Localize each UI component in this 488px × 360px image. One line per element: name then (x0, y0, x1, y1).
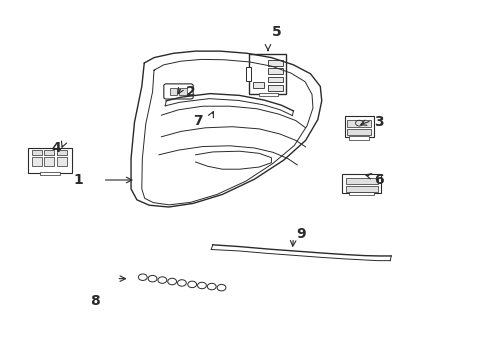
Bar (346, 129, 370, 135)
Text: 7: 7 (193, 114, 203, 127)
Text: 1: 1 (73, 173, 83, 187)
Text: 2: 2 (185, 85, 195, 99)
Bar (32, 157, 41, 166)
Bar (245, 67, 250, 81)
Bar (259, 93, 277, 96)
Text: 5: 5 (271, 26, 281, 39)
Bar (252, 82, 263, 88)
Text: 6: 6 (373, 173, 383, 187)
Text: 8: 8 (90, 294, 100, 307)
Bar (57, 150, 67, 155)
Bar (169, 88, 177, 95)
Bar (342, 174, 381, 193)
Bar (179, 88, 186, 95)
Bar (32, 150, 41, 155)
Bar (40, 172, 60, 175)
Text: 4: 4 (51, 141, 61, 154)
Bar (57, 157, 67, 166)
Bar (267, 60, 282, 66)
Bar (345, 186, 377, 192)
Bar (267, 77, 282, 82)
Bar (267, 68, 282, 74)
Bar (267, 85, 282, 91)
Bar (348, 192, 373, 195)
Bar (344, 116, 373, 137)
Bar (348, 136, 368, 140)
Bar (28, 148, 72, 173)
Bar (44, 150, 54, 155)
Text: 9: 9 (295, 227, 305, 241)
Bar (44, 157, 54, 166)
Bar (345, 178, 377, 184)
FancyBboxPatch shape (163, 84, 193, 99)
Bar (346, 120, 370, 127)
Text: 3: 3 (373, 116, 383, 129)
Bar (249, 54, 285, 94)
